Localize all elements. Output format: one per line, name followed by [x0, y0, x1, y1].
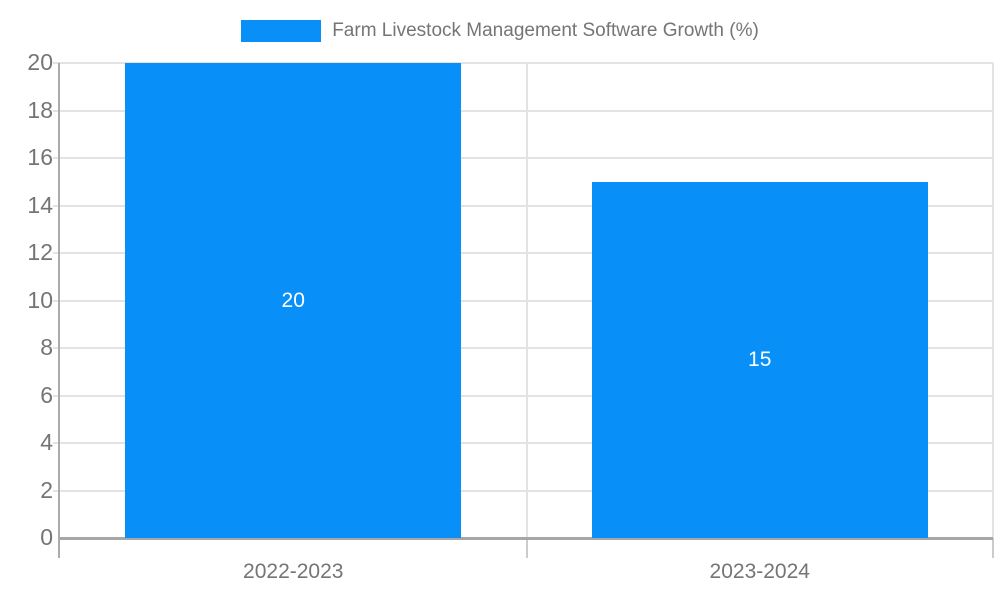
bar-value-label: 15	[748, 347, 772, 371]
plot-area: 20 15	[53, 62, 994, 558]
legend-item[interactable]: Farm Livestock Management Software Growt…	[241, 20, 759, 42]
gridline	[992, 63, 994, 538]
y-tick-label: 6	[40, 381, 53, 408]
gridline	[53, 347, 993, 349]
y-tick-label: 16	[27, 144, 53, 170]
bar-value-label: 20	[281, 288, 305, 312]
gridline	[53, 157, 993, 159]
x-axis-label: 2022-2023	[243, 560, 344, 583]
gridline	[53, 109, 993, 112]
y-tick-label: 14	[27, 191, 53, 218]
gridline	[53, 442, 993, 444]
legend-label: Farm Livestock Management Software Growt…	[332, 20, 759, 41]
gridline	[53, 489, 993, 492]
y-tick-label: 12	[27, 239, 53, 265]
gridline	[53, 394, 993, 397]
y-tick-label: 0	[40, 524, 53, 550]
y-axis-line	[58, 63, 60, 558]
y-tick-label: 4	[40, 429, 53, 455]
gridline	[53, 204, 993, 207]
bar-2023-2024[interactable]: 15	[591, 181, 928, 538]
legend-swatch	[241, 20, 322, 42]
y-tick-label: 2	[40, 476, 53, 503]
x-tick-mark	[992, 538, 994, 558]
gridline	[53, 252, 993, 254]
bar-2022-2023[interactable]: 20	[125, 63, 462, 538]
y-tick-label: 10	[27, 286, 53, 313]
y-tick-label: 18	[27, 96, 53, 123]
y-tick-label: 20	[27, 49, 53, 75]
gridline	[525, 63, 528, 538]
legend: Farm Livestock Management Software Growt…	[0, 18, 1000, 44]
gridline	[53, 62, 993, 64]
x-axis-label: 2023-2024	[709, 560, 810, 583]
x-axis-line	[58, 537, 993, 540]
gridline	[53, 299, 993, 302]
y-tick-label: 8	[40, 334, 53, 360]
x-tick-mark	[525, 538, 528, 558]
